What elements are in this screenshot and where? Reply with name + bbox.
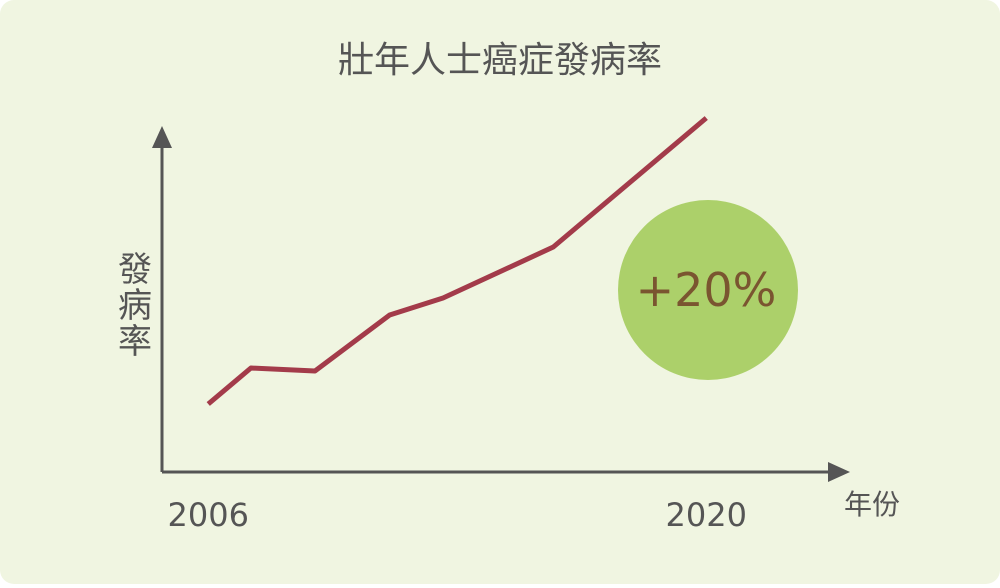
chart-title: 壯年人士癌症發病率: [338, 40, 662, 81]
x-axis-arrow: [828, 462, 850, 482]
annotation-circle: [618, 200, 798, 380]
x-tick-label: 2006: [168, 496, 249, 534]
annotation: +20%: [636, 263, 777, 317]
y-axis-label: 發病率: [112, 251, 152, 359]
y-axis-arrow: [152, 126, 172, 148]
y-axis-label-text: 發病率: [112, 251, 152, 359]
data-line: [206, 116, 708, 406]
x-tick-label: 2020: [666, 496, 747, 534]
x-axis-label: 年份: [844, 488, 900, 521]
